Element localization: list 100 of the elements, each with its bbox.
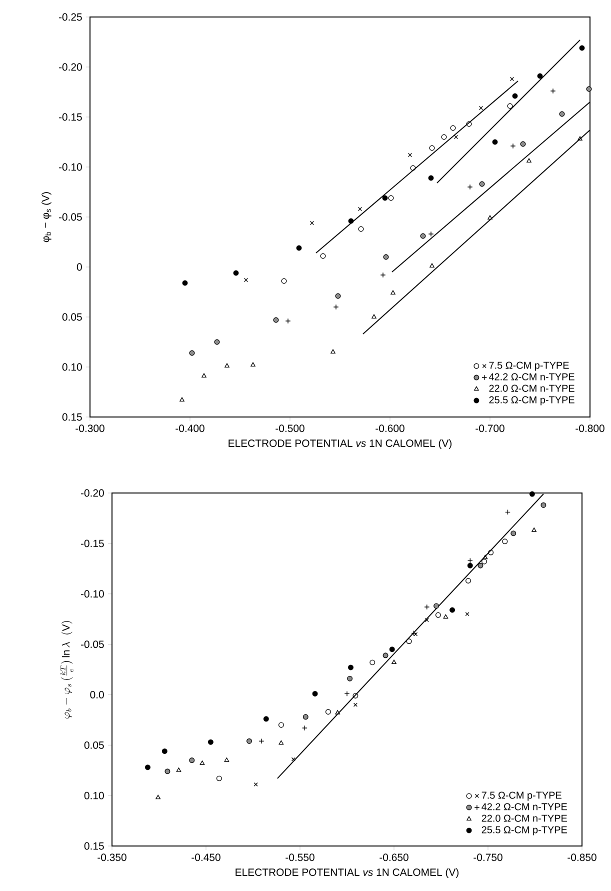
point [224, 758, 230, 762]
point [254, 782, 258, 787]
x-tick-label: -0.500 [276, 424, 304, 432]
point [428, 175, 434, 181]
y-tick-label: 0.0 [90, 691, 104, 698]
point [358, 226, 364, 232]
point [389, 646, 395, 652]
point [479, 181, 485, 187]
point [335, 710, 340, 714]
point [302, 714, 308, 720]
point [202, 373, 206, 378]
x-tick-label: -0.750 [474, 854, 502, 862]
point [429, 145, 435, 151]
point [424, 618, 429, 622]
point [278, 740, 284, 745]
point [382, 652, 388, 658]
point [454, 134, 458, 140]
point [507, 103, 513, 109]
point [529, 491, 535, 497]
point [559, 111, 565, 117]
point [182, 280, 188, 286]
y-tick-label: -0.20 [58, 63, 82, 71]
point [465, 612, 470, 616]
y-tick-label: 0 [76, 263, 82, 271]
point [430, 263, 434, 268]
point [164, 768, 170, 774]
point [482, 554, 488, 560]
point [578, 136, 582, 141]
point [466, 578, 471, 584]
legend-label: 7.5 Ω-CM p-TYPE [482, 792, 562, 801]
x-tick-label: -0.600 [376, 424, 404, 432]
point [263, 716, 269, 722]
point [478, 106, 484, 110]
point [208, 739, 214, 745]
y-tick-label: 0.15 [62, 413, 82, 421]
x-tick-label: -0.450 [192, 854, 220, 862]
point [189, 758, 195, 764]
point [488, 550, 494, 556]
y-tick-label: -0.25 [58, 13, 82, 21]
x-tick-label: -0.350 [98, 854, 126, 862]
y-tick-label: 0.05 [84, 741, 104, 749]
legend-label: 22.0 Ω-CM n-TYPE [482, 814, 567, 822]
y-axis-title: $\varphi_b - \varphi_s\left(\frac{kT}{e}\right)\ln\lambda\;\;(\mathrm{V})$ [60, 621, 74, 718]
point [467, 562, 473, 568]
point [246, 738, 252, 744]
x-tick-label: -0.650 [380, 854, 408, 862]
x-axis-title: ELECTRODE POTENTIAL vs 1N CALOMEL (V) [228, 439, 452, 449]
point [278, 722, 284, 728]
point [478, 562, 484, 568]
point [144, 764, 150, 770]
y-axis-title: φ$_{b}$ − φ$_{s}$ (V) [42, 192, 52, 242]
point [488, 215, 492, 220]
y-tick-label: -0.05 [58, 213, 82, 221]
point [162, 748, 168, 754]
point [392, 660, 396, 664]
y-tick-label: -0.15 [58, 113, 82, 121]
point [390, 290, 396, 295]
point [372, 314, 376, 319]
y-tick-label: -0.15 [80, 540, 104, 548]
point [312, 690, 318, 696]
point [450, 125, 456, 131]
point [579, 45, 585, 51]
point [420, 233, 426, 239]
point [216, 776, 222, 782]
point [410, 165, 416, 171]
point [502, 538, 508, 544]
y-tick-label: 0.10 [84, 792, 104, 800]
y-tick-label: -0.10 [80, 590, 104, 598]
legend-label: 42.2 Ω-CM n-TYPE [488, 373, 574, 380]
point [532, 528, 536, 532]
y-tick-label: -0.10 [58, 163, 82, 171]
point [214, 339, 220, 345]
point [281, 278, 287, 284]
legend-label: 42.2 Ω-CM n-TYPE [482, 803, 567, 810]
point [352, 692, 358, 698]
point [200, 760, 205, 765]
point [370, 660, 376, 666]
point [504, 509, 510, 515]
y-tick-label: -0.20 [80, 489, 104, 497]
point [414, 632, 418, 636]
x-tick-label: -0.550 [286, 854, 314, 862]
legend-label: 22.0 Ω-CM n-TYPE [489, 384, 574, 392]
legend-label: 7.5 Ω-CM p-TYPE [489, 362, 569, 371]
x-tick-label: -0.300 [76, 424, 104, 432]
point [244, 278, 248, 282]
point [348, 664, 354, 670]
point [443, 614, 448, 619]
point [408, 152, 412, 158]
legend-label: 25.5 Ω-CM p-TYPE [489, 396, 574, 406]
point [296, 245, 302, 251]
point [348, 218, 354, 224]
point [526, 158, 532, 163]
point [335, 293, 341, 299]
point [406, 638, 412, 644]
x-tick-label: -0.850 [568, 854, 596, 862]
point [434, 603, 440, 609]
point [540, 502, 546, 508]
y-tick-label: 0.10 [62, 363, 82, 371]
point [382, 195, 388, 201]
point [410, 630, 416, 636]
